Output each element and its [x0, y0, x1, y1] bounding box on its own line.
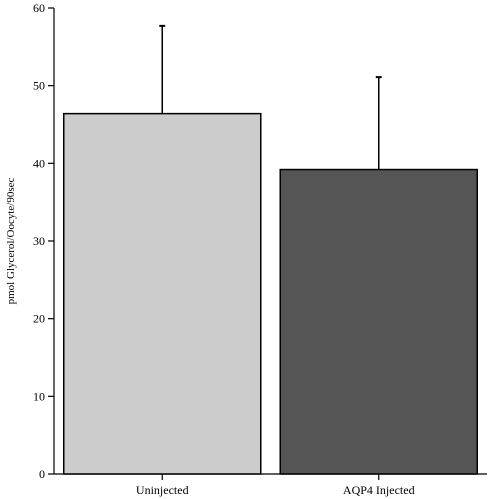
y-tick-label: 0: [39, 467, 45, 481]
chart-labels: 0 10 20 30 40 50 60 Uninjected AQP4 Injected: [33, 1, 415, 497]
y-axis-title: pmol Glycerol/Oocyte/90sec: [5, 178, 17, 305]
y-tick-label: 20: [33, 312, 45, 326]
y-tick-label: 50: [33, 79, 45, 93]
x-category-label: AQP4 Injected: [343, 483, 415, 497]
y-tick-label: 40: [33, 156, 45, 170]
bar: [62, 112, 262, 475]
y-tick-label: 10: [33, 389, 45, 403]
y-tick-label: 60: [33, 1, 45, 15]
chart-error-bars: [159, 24, 382, 170]
y-tick-label: 30: [33, 234, 45, 248]
bar: [279, 168, 479, 475]
chart-bars: [62, 112, 479, 475]
x-category-label: Uninjected: [136, 483, 189, 497]
